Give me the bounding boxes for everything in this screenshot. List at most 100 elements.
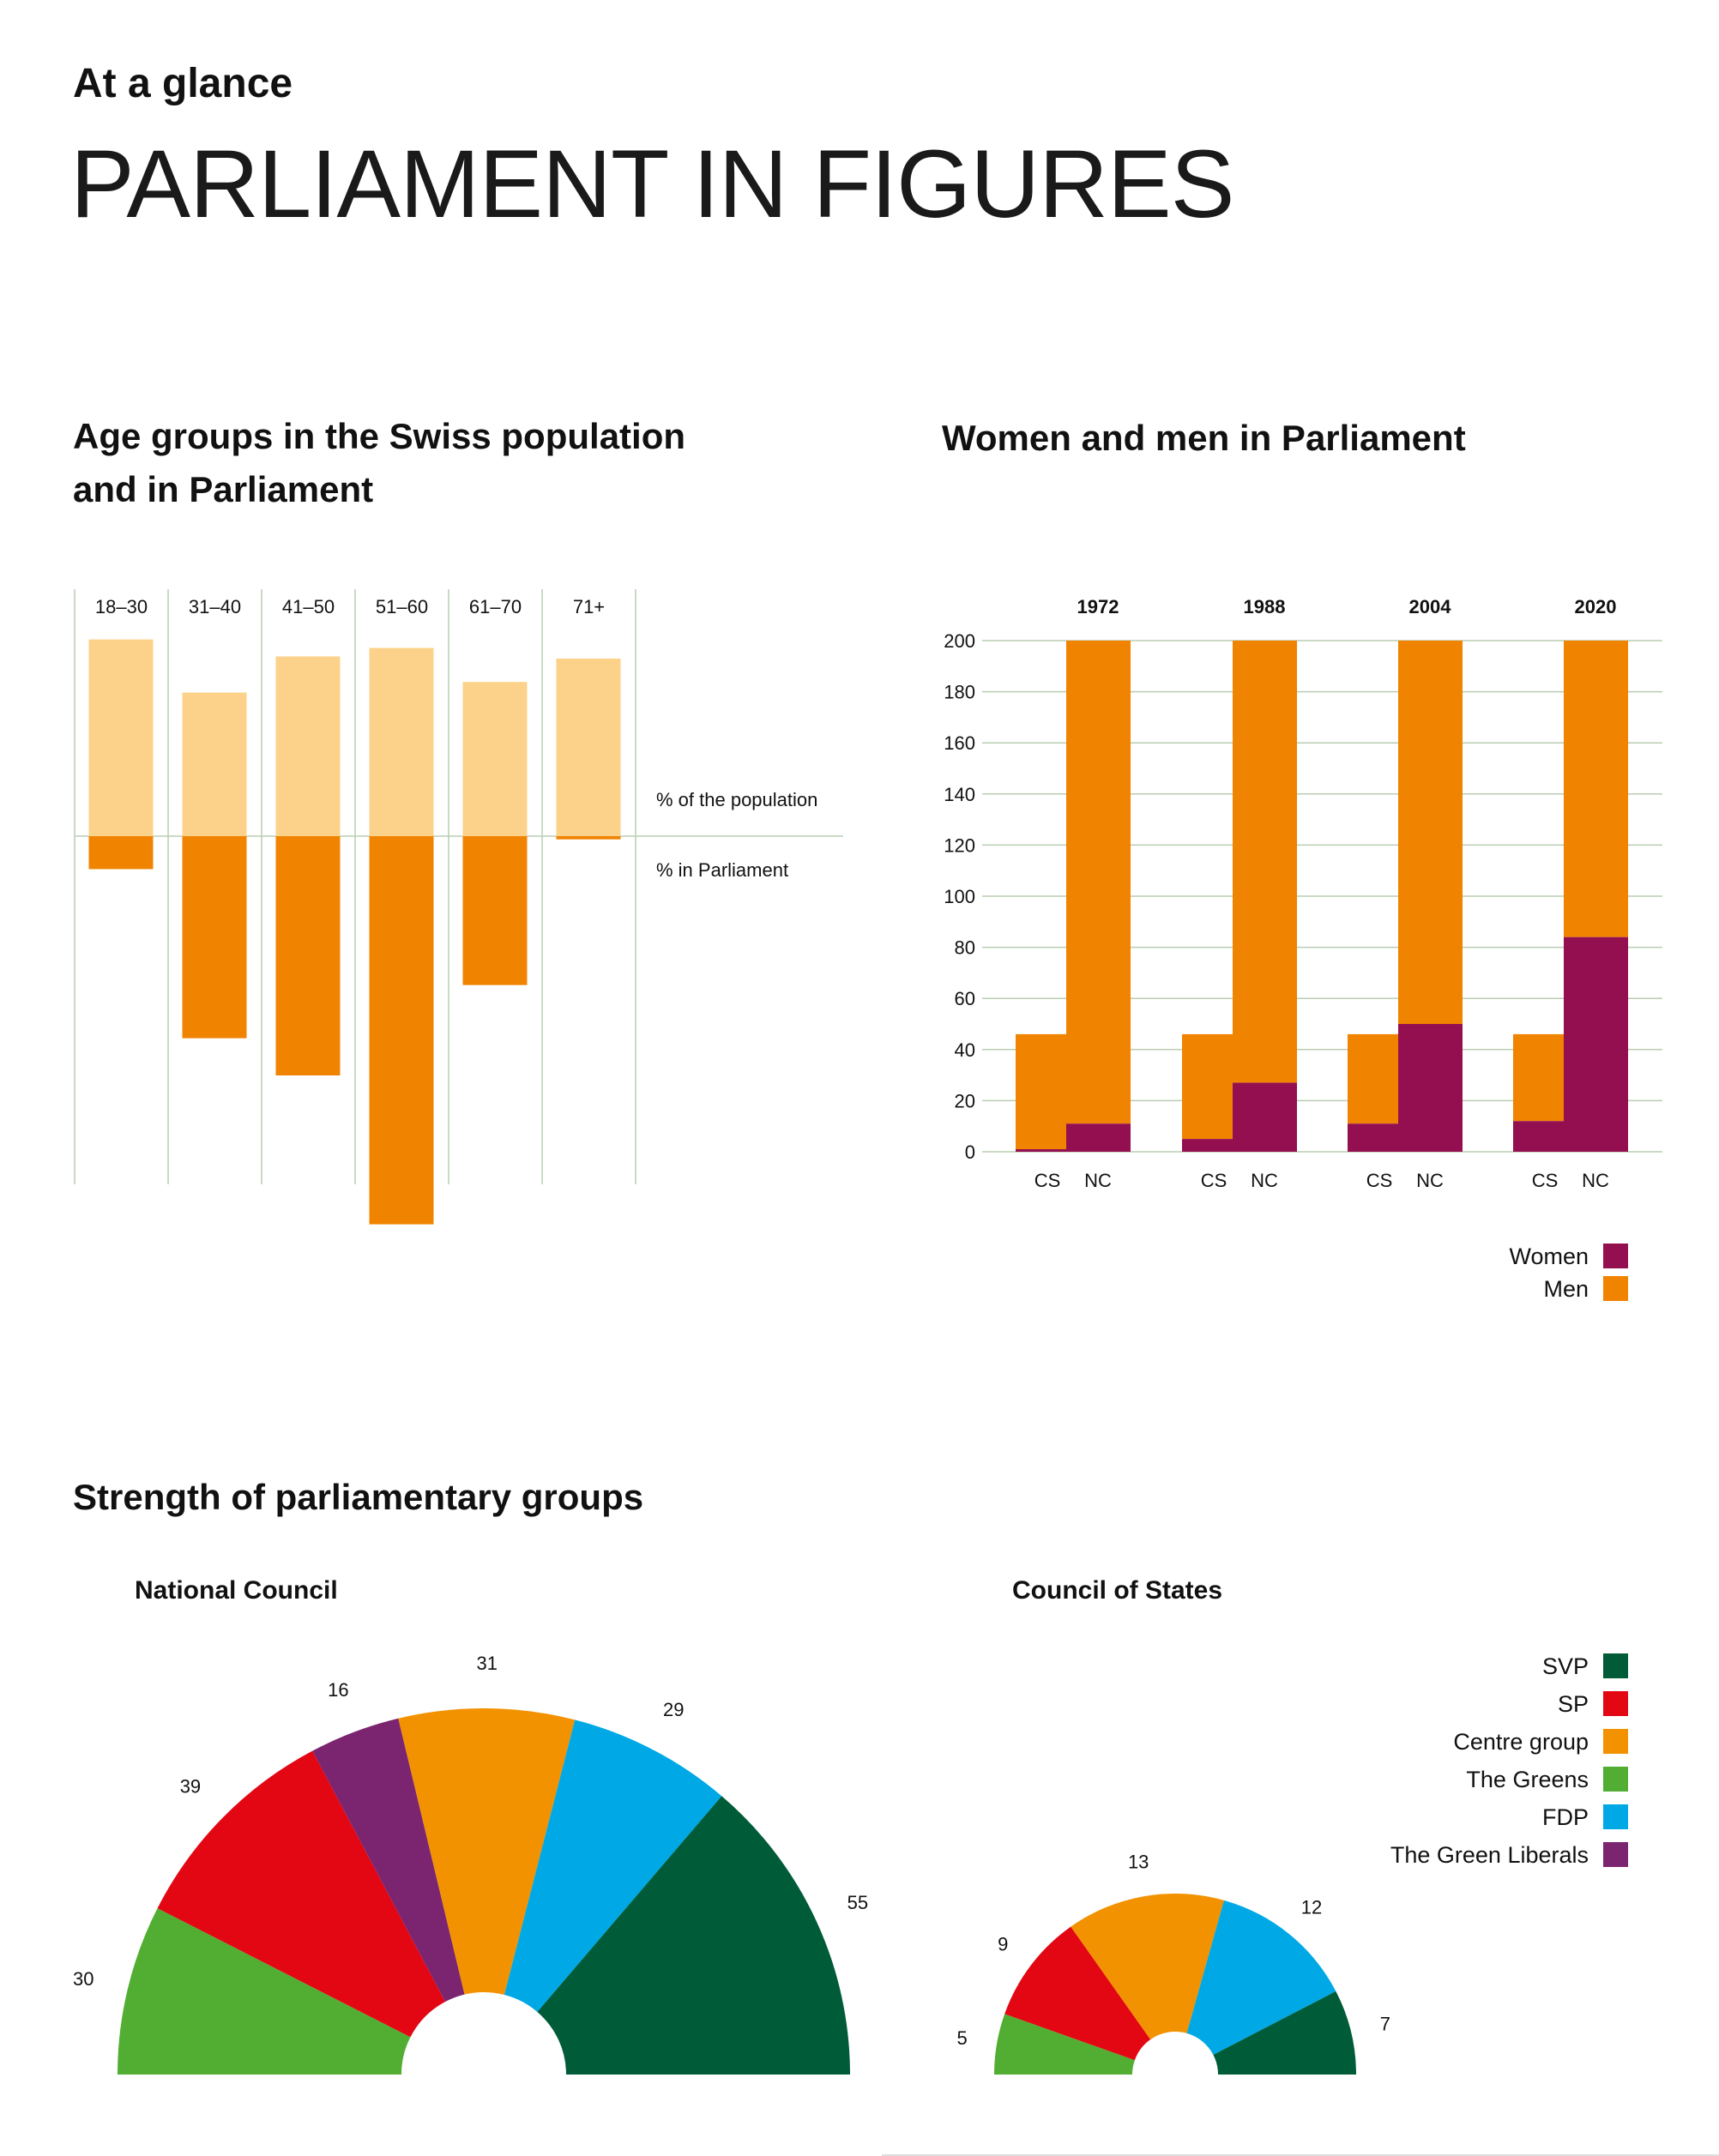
slice-value-label: 55 bbox=[847, 1892, 868, 1913]
nc-label: NC bbox=[1251, 1170, 1278, 1191]
age-group-label: 61–70 bbox=[469, 596, 522, 617]
nc-women-bar bbox=[1398, 1024, 1463, 1152]
cs-women-bar bbox=[1348, 1123, 1398, 1152]
cs-men-bar bbox=[1348, 1033, 1398, 1124]
legend-swatch-men bbox=[1603, 1276, 1628, 1301]
year-label: 2020 bbox=[1575, 596, 1617, 617]
year-label: 1972 bbox=[1077, 596, 1119, 617]
parliament-bar bbox=[556, 836, 621, 840]
slice-value-label: 29 bbox=[663, 1699, 684, 1720]
party-legend-label: FDP bbox=[1542, 1804, 1589, 1830]
population-label: % of the population bbox=[656, 789, 817, 810]
party-legend-swatch bbox=[1603, 1767, 1628, 1792]
slice-svp bbox=[537, 1796, 850, 2075]
slice-centre-group bbox=[398, 1708, 576, 1996]
slice-the-greens bbox=[118, 1908, 411, 2075]
y-tick-label: 180 bbox=[944, 682, 975, 703]
population-bar bbox=[556, 658, 621, 836]
cs-label: CS bbox=[1034, 1170, 1061, 1191]
nc-men-bar bbox=[1398, 641, 1463, 1024]
population-bar bbox=[462, 682, 528, 836]
nc-men-bar bbox=[1233, 641, 1297, 1083]
party-legend-swatch bbox=[1603, 1691, 1628, 1716]
nc-label: NC bbox=[1582, 1170, 1609, 1191]
party-legend-label: Centre group bbox=[1453, 1729, 1589, 1755]
council-of-states-title: Council of States bbox=[1012, 1576, 1223, 1605]
gender-chart-title: Women and men in Parliament bbox=[942, 418, 1466, 458]
legend-label-women: Women bbox=[1509, 1244, 1589, 1269]
nc-women-bar bbox=[1066, 1123, 1131, 1152]
age-chart-title-line-2: and in Parliament bbox=[73, 469, 374, 509]
slice-the-green-liberals bbox=[312, 1718, 465, 2002]
cs-label: CS bbox=[1201, 1170, 1227, 1191]
cs-label: CS bbox=[1532, 1170, 1559, 1191]
party-legend-label: The Green Liberals bbox=[1390, 1842, 1589, 1868]
y-tick-label: 100 bbox=[944, 886, 975, 907]
page-title: PARLIAMENT IN FIGURES bbox=[70, 130, 1234, 238]
slice-value-label: 30 bbox=[73, 1968, 93, 1990]
parliament-label: % in Parliament bbox=[656, 859, 788, 881]
y-tick-label: 20 bbox=[955, 1090, 975, 1111]
nc-women-bar bbox=[1564, 936, 1628, 1152]
national-council-title: National Council bbox=[135, 1576, 338, 1605]
y-tick-label: 40 bbox=[955, 1039, 975, 1061]
slice-value-label: 31 bbox=[477, 1653, 498, 1674]
slice-value-label: 13 bbox=[1128, 1852, 1149, 1873]
y-tick-label: 160 bbox=[944, 732, 975, 754]
legend-swatch-women bbox=[1603, 1244, 1628, 1268]
age-group-label: 51–60 bbox=[376, 596, 428, 617]
cs-women-bar bbox=[1513, 1121, 1564, 1152]
kicker: At a glance bbox=[73, 61, 293, 106]
party-legend-swatch bbox=[1603, 1804, 1628, 1829]
party-legend-swatch bbox=[1603, 1653, 1628, 1678]
y-tick-label: 60 bbox=[955, 988, 975, 1009]
strength-section-title: Strength of parliamentary groups bbox=[73, 1477, 644, 1517]
nc-women-bar bbox=[1233, 1082, 1297, 1152]
cs-men-bar bbox=[1016, 1033, 1066, 1150]
cs-women-bar bbox=[1182, 1139, 1233, 1152]
nc-label: NC bbox=[1416, 1170, 1444, 1191]
age-group-label: 41–50 bbox=[282, 596, 335, 617]
y-tick-label: 80 bbox=[955, 937, 975, 959]
slice-svp bbox=[1213, 1990, 1356, 2075]
cs-label: CS bbox=[1366, 1170, 1393, 1191]
parliament-bar bbox=[88, 836, 154, 870]
nc-men-bar bbox=[1564, 641, 1628, 937]
year-label: 1988 bbox=[1244, 596, 1286, 617]
parliament-bar bbox=[275, 836, 341, 1075]
age-chart-title-line-1: Age groups in the Swiss population bbox=[73, 416, 686, 456]
population-bar bbox=[369, 647, 434, 836]
nc-label: NC bbox=[1084, 1170, 1112, 1191]
parliament-bar bbox=[462, 836, 528, 985]
slice-value-label: 9 bbox=[998, 1934, 1008, 1955]
age-group-label: 71+ bbox=[573, 596, 605, 617]
age-group-label: 18–30 bbox=[95, 596, 148, 617]
parliament-bar bbox=[182, 836, 247, 1039]
cs-women-bar bbox=[1016, 1149, 1066, 1152]
party-legend-label: SVP bbox=[1542, 1653, 1589, 1679]
slice-value-label: 7 bbox=[1380, 2013, 1390, 2034]
party-legend-swatch bbox=[1603, 1729, 1628, 1754]
nc-men-bar bbox=[1066, 641, 1131, 1124]
parliament-bar bbox=[369, 836, 434, 1225]
y-tick-label: 120 bbox=[944, 834, 975, 856]
slice-value-label: 5 bbox=[957, 2027, 968, 2049]
population-bar bbox=[88, 639, 154, 836]
cs-men-bar bbox=[1513, 1033, 1564, 1122]
population-bar bbox=[275, 656, 341, 836]
party-legend-swatch bbox=[1603, 1842, 1628, 1867]
slice-fdp bbox=[504, 1719, 722, 2013]
slice-sp bbox=[157, 1750, 446, 2038]
age-chart-title: Age groups in the Swiss population and i… bbox=[73, 410, 685, 516]
y-tick-label: 140 bbox=[944, 784, 975, 805]
party-legend-label: SP bbox=[1558, 1691, 1589, 1717]
party-legend-label: The Greens bbox=[1466, 1767, 1589, 1792]
y-tick-label: 200 bbox=[944, 630, 975, 652]
slice-value-label: 12 bbox=[1301, 1897, 1322, 1918]
slice-centre-group bbox=[1071, 1894, 1224, 2040]
slice-fdp bbox=[1186, 1900, 1336, 2055]
cs-men-bar bbox=[1182, 1033, 1233, 1140]
population-bar bbox=[182, 692, 247, 836]
legend-label-men: Men bbox=[1543, 1276, 1589, 1302]
